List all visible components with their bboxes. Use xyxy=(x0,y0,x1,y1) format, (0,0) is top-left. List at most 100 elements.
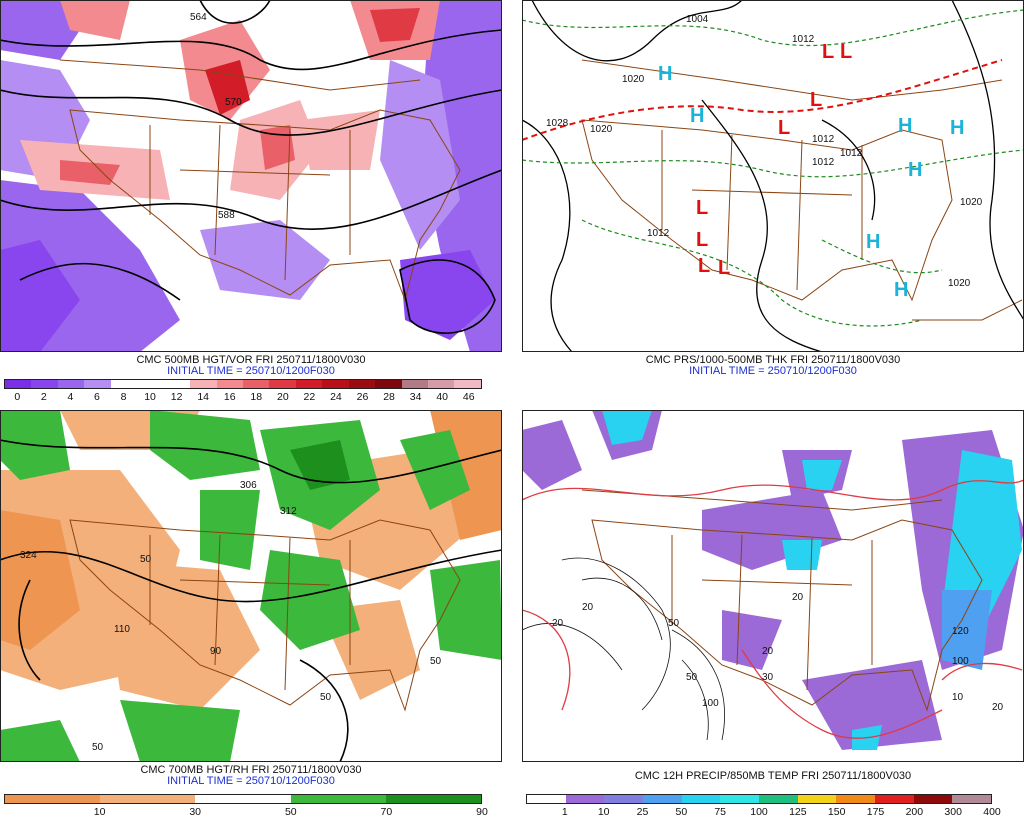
contour-label: 570 xyxy=(225,97,242,108)
high-pressure-marker: H xyxy=(894,279,908,301)
colorbar-swatch xyxy=(643,795,682,803)
colorbar-swatch xyxy=(269,380,296,388)
colorbar-swatch xyxy=(110,380,138,388)
colorbar-tick-label: 12 xyxy=(170,391,183,403)
colorbar-swatch xyxy=(348,380,376,388)
colorbar-tick-label: 10 xyxy=(144,391,156,403)
colorbar-swatch xyxy=(190,380,217,388)
precip-label: 50 xyxy=(668,618,680,629)
isobar-label: 1020 xyxy=(948,278,971,289)
colorbar-swatch xyxy=(527,795,566,803)
colorbar-tick-label: 14 xyxy=(197,391,209,403)
colorbar-tick-label: 75 xyxy=(714,806,726,818)
isobar-label: 1020 xyxy=(622,74,645,85)
map-title: CMC 12H PRECIP/850MB TEMP FRI 250711/180… xyxy=(634,770,912,782)
high-pressure-marker: H xyxy=(866,231,880,253)
map-700mb: 324 306 312 50 50 50 110 90 50 xyxy=(0,410,502,762)
colorbar-swatch xyxy=(100,795,196,803)
isobar-label: 1012 xyxy=(647,228,670,239)
temp-label: 20 xyxy=(552,618,564,629)
colorbar-tick-label: 2 xyxy=(40,391,47,403)
colorbar-tick-label: 46 xyxy=(462,391,475,403)
contour-label: 90 xyxy=(210,646,222,657)
initial-time: INITIAL TIME = 250710/1200F030 xyxy=(689,365,857,377)
colorbar xyxy=(526,794,992,804)
isobar-label: 1020 xyxy=(590,124,613,135)
low-pressure-marker: L xyxy=(696,197,708,219)
contour-label: 50 xyxy=(320,692,332,703)
panel-precip-850mb: 20 20 30 20 10 20 50 50 100 120 20 100 C… xyxy=(522,410,1024,819)
contour-label: 564 xyxy=(190,12,207,23)
isobar-label: 1004 xyxy=(686,14,709,25)
colorbar-tick-label: 40 xyxy=(436,391,448,403)
isobar-label: 1012 xyxy=(792,34,815,45)
colorbar-swatch xyxy=(242,380,270,388)
contour-label: 50 xyxy=(430,656,442,667)
colorbar-tick-label: 18 xyxy=(250,391,263,403)
colorbar-swatch xyxy=(565,795,605,803)
colorbar-swatch xyxy=(322,380,349,388)
high-pressure-marker: H xyxy=(658,63,672,85)
colorbar-swatch xyxy=(913,795,953,803)
colorbar-swatch xyxy=(759,795,798,803)
colorbar-tick-label: 25 xyxy=(636,806,649,818)
colorbar-swatch xyxy=(836,795,876,803)
temp-label: 20 xyxy=(992,702,1004,713)
panel-700mb-rh: 324 306 312 50 50 50 110 90 50 CMC 700MB… xyxy=(0,410,502,819)
low-pressure-marker: L xyxy=(718,257,730,279)
isobar-label: 1020 xyxy=(960,197,983,208)
contour-label: 50 xyxy=(92,742,104,753)
temp-label: 20 xyxy=(762,646,774,657)
colorbar-ticks: 1 10 25 50 75 100 125 150 175 200 300 400 xyxy=(526,806,1001,818)
colorbar-tick-label: 50 xyxy=(675,806,688,818)
colorbar-tick-label: 8 xyxy=(120,391,127,403)
colorbar-tick-label: 90 xyxy=(476,806,488,818)
colorbar-swatch xyxy=(163,380,191,388)
high-pressure-marker: H xyxy=(898,115,912,137)
colorbar-swatch xyxy=(216,380,243,388)
low-pressure-marker: L xyxy=(822,41,834,63)
high-pressure-marker: H xyxy=(908,159,922,181)
colorbar-ticks: 0 2 4 6 8 10 12 14 16 18 20 22 24 26 28 34 40 46 xyxy=(4,391,482,403)
colorbar-swatch xyxy=(57,380,85,388)
colorbar-swatch xyxy=(195,795,291,803)
isobar-label: 1012 xyxy=(812,157,835,168)
colorbar-tick-label: 6 xyxy=(94,391,100,403)
colorbar-swatch xyxy=(604,795,644,803)
colorbar-swatch xyxy=(5,380,32,388)
low-pressure-marker: L xyxy=(698,255,710,277)
colorbar-tick-label: 22 xyxy=(303,391,316,403)
map-pressure: 1004 1012 1020 1028 1020 1012 1012 1012 … xyxy=(522,0,1024,352)
contour-label: 110 xyxy=(114,624,130,635)
precip-label: 50 xyxy=(686,672,698,683)
colorbar-tick-label: 175 xyxy=(866,806,885,818)
colorbar xyxy=(4,794,482,804)
colorbar-ticks: 10 30 50 70 90 xyxy=(4,806,488,818)
low-pressure-marker: L xyxy=(778,117,790,139)
panel-pressure-thickness: 1004 1012 1020 1028 1020 1012 1012 1012 … xyxy=(522,0,1024,409)
colorbar-tick-label: 70 xyxy=(380,806,393,818)
colorbar-tick-label: 400 xyxy=(983,806,1001,818)
colorbar-swatch xyxy=(952,795,992,803)
colorbar-swatch xyxy=(720,795,760,803)
colorbar-tick-label: 20 xyxy=(276,391,289,403)
colorbar-tick-label: 50 xyxy=(284,806,297,818)
colorbar-swatch xyxy=(295,380,323,388)
colorbar-swatch xyxy=(401,380,428,388)
colorbar-tick-label: 34 xyxy=(409,391,422,403)
colorbar-swatch xyxy=(385,795,482,803)
map-title: CMC 500MB HGT/VOR FRI 250711/1800V030 xyxy=(136,354,366,366)
colorbar-tick-label: 28 xyxy=(383,391,395,403)
colorbar-swatch xyxy=(375,380,402,388)
colorbar-swatch xyxy=(875,795,914,803)
colorbar-tick-label: 16 xyxy=(223,391,236,403)
map-title: CMC 700MB HGT/RH FRI 250711/1800V030 xyxy=(140,764,362,776)
low-pressure-marker: L xyxy=(840,41,852,63)
colorbar-swatch xyxy=(31,380,58,388)
contour-label: 50 xyxy=(140,554,152,565)
colorbar-tick-label: 4 xyxy=(67,391,74,403)
colorbar-tick-label: 100 xyxy=(750,806,768,818)
colorbar-tick-label: 200 xyxy=(905,806,924,818)
temp-label: 30 xyxy=(762,672,774,683)
high-pressure-marker: H xyxy=(690,105,704,127)
